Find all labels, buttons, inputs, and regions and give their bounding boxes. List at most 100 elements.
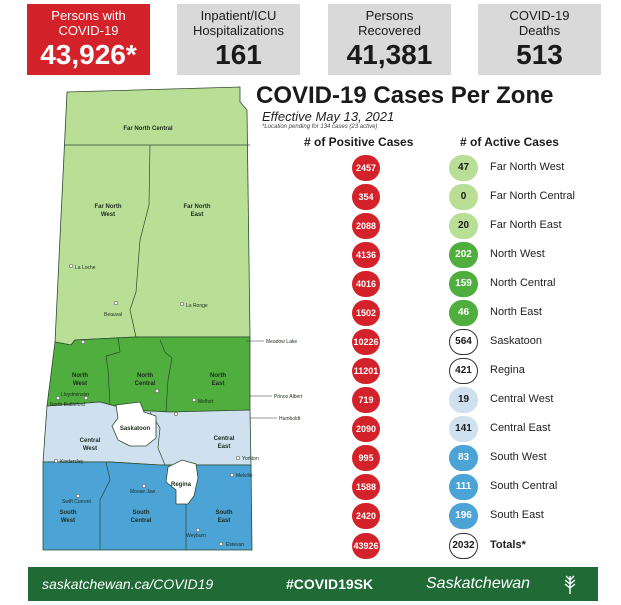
map-label-north-west: North [72, 373, 88, 379]
footer-hashtag: #COVID19SK [286, 576, 374, 592]
map-label-south-west: West [61, 518, 75, 524]
zone-name: North Central [490, 277, 556, 289]
map-label-south-east: East [218, 518, 231, 524]
active-badge: 0 [449, 184, 478, 210]
map-label-north-east: East [212, 381, 225, 387]
positive-badge: 2457 [352, 155, 380, 181]
stat-label: Inpatient/ICU Hospitalizations [192, 8, 285, 38]
map-town-dots [53, 263, 241, 547]
page-title: COVID-19 Cases Per Zone [256, 82, 554, 109]
active-badge: 159 [449, 271, 478, 297]
map-town-beauval: Beauval [104, 312, 122, 318]
active-badge: 19 [449, 387, 478, 413]
map-town-north-battleford: North Battleford [50, 402, 85, 408]
active-badge: 20 [449, 213, 478, 239]
map-town-yorkton: Yorkton [242, 456, 259, 462]
map-zone-divider-sw-sc [99, 461, 111, 550]
active-badge: 202 [449, 242, 478, 268]
map-town-swift-current: Swift Current [62, 499, 92, 505]
map-town-la-ronge: La Ronge [186, 303, 208, 309]
map-leader-lines [246, 340, 277, 419]
map-zone-south [42, 461, 253, 551]
wheat-sheaf-icon [564, 575, 576, 594]
map-label-central-west: Central [80, 438, 101, 444]
active-badge: 2032 [449, 533, 478, 559]
stat-label: COVID-19 Deaths [509, 8, 570, 38]
map-zone-regina [165, 459, 199, 505]
stat-label: Persons Recovered [358, 8, 421, 38]
footer-banner: saskatchewan.ca/COVID19 #COVID19SK Saska… [28, 567, 598, 601]
positive-badge: 43926 [352, 533, 380, 559]
map-town-la-loche: La Loche [75, 265, 96, 271]
positive-badge: 1588 [352, 474, 380, 500]
stat-persons-with-covid: Persons with COVID-19 43,926* [27, 4, 150, 75]
map-label-south-east: South [216, 510, 233, 516]
positive-badge: 719 [352, 387, 380, 413]
zone-name: South Central [490, 480, 558, 492]
active-badge: 46 [449, 300, 478, 326]
stat-value: 513 [516, 39, 563, 70]
positive-cases-header: # of Positive Cases [304, 135, 414, 149]
zone-name: Saskatoon [490, 335, 542, 347]
zone-name: Far North West [490, 161, 565, 173]
active-cases-header: # of Active Cases [460, 135, 559, 149]
map-label-saskatoon: Saskatoon [120, 426, 151, 432]
map-label-north-east: North [210, 373, 226, 379]
map-label-north-central: Central [135, 381, 156, 387]
map-town-humboldt: Humboldt [279, 416, 301, 422]
map-label-regina: Regina [171, 482, 192, 488]
map-label-far-north-east: Far North [184, 204, 211, 210]
zone-name: Central West [490, 393, 554, 405]
map-town-melfort: Melfort [198, 399, 214, 405]
map-label-north-west: West [73, 381, 87, 387]
zone-name: North West [490, 248, 545, 260]
map-label-south-central: Central [131, 518, 152, 524]
footer-brand-logo: Saskatchewan [426, 575, 531, 592]
positive-badge: 11201 [352, 358, 380, 384]
stat-value: 161 [215, 39, 262, 70]
map-town-kindersley: Kindersley [60, 459, 84, 465]
positive-badge: 10226 [352, 329, 380, 355]
map-town-melville: Melville [236, 473, 253, 479]
map-label-far-north-central: Far North Central [123, 126, 173, 132]
zone-name: North East [490, 306, 542, 318]
positive-badge: 2420 [352, 503, 380, 529]
active-badge: 564 [449, 329, 478, 355]
stat-value: 43,926* [40, 39, 137, 70]
map-zone-divider-nw-nc [105, 336, 121, 405]
effective-date: Effective May 13, 2021 [262, 109, 395, 124]
stat-label: Persons with COVID-19 [51, 8, 126, 38]
map-label-central-west: West [83, 446, 97, 452]
map-town-lloydminster: Lloydminster [61, 392, 90, 398]
map-town-meadow-lake: Meadow Lake [266, 339, 297, 345]
zone-name: South East [490, 509, 544, 521]
active-badge: 83 [449, 445, 478, 471]
active-badge: 111 [449, 474, 478, 500]
map-town-weyburn: Weyburn [186, 533, 206, 539]
map-town-moose-jaw: Moose Jaw [130, 489, 156, 495]
map-label-far-north-west: West [101, 212, 115, 218]
active-badge: 196 [449, 503, 478, 529]
zone-name: Far North Central [490, 190, 575, 202]
map-label-north-central: North [137, 373, 153, 379]
map-label-far-north-east: East [191, 212, 204, 218]
active-badge: 421 [449, 358, 478, 384]
map-zone-divider-fnw-fne [129, 144, 151, 338]
map-town-prince-albert: Prince Albert [274, 394, 303, 400]
positive-badge: 354 [352, 184, 380, 210]
positive-badge: 4016 [352, 271, 380, 297]
map-label-far-north-west: Far North [95, 204, 122, 210]
footer-website[interactable]: saskatchewan.ca/COVID19 [42, 576, 214, 592]
zone-name: Central East [490, 422, 551, 434]
positive-badge: 2090 [352, 416, 380, 442]
map-label-central-east: Central [214, 436, 235, 442]
zone-name: Far North East [490, 219, 562, 231]
map-town-estevan: Estevan [226, 542, 244, 548]
map-zone-saskatoon [111, 401, 157, 447]
positive-badge: 995 [352, 445, 380, 471]
map-label-south-west: South [60, 510, 77, 516]
stat-recovered: Persons Recovered 41,381 [328, 4, 451, 75]
positive-badge: 4136 [352, 242, 380, 268]
zone-name: Totals* [490, 539, 526, 551]
